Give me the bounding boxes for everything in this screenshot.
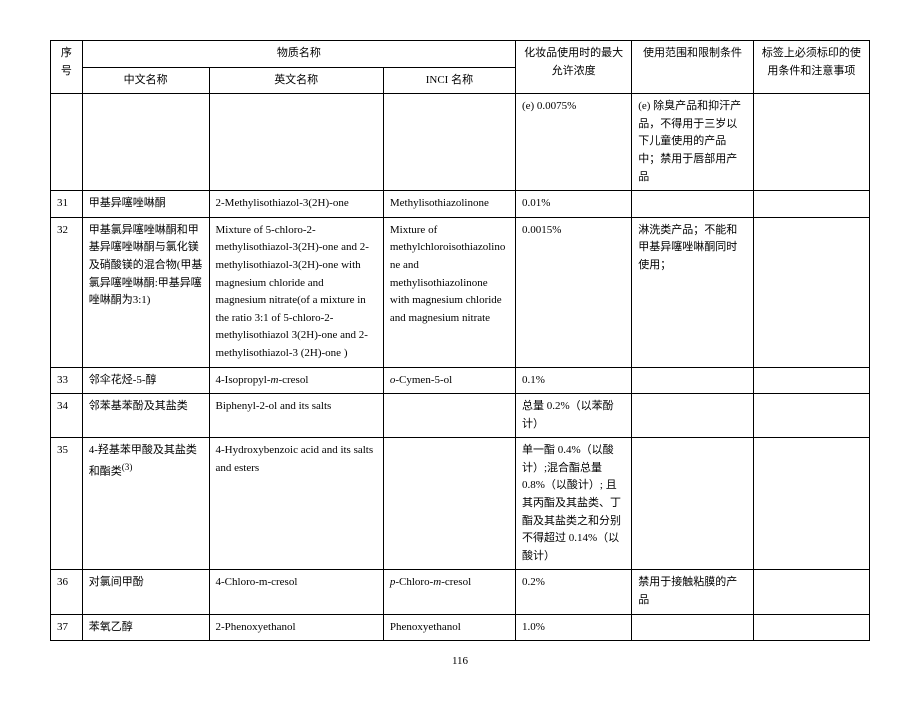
cell-conc: 0.1% [515, 367, 631, 394]
cell-en: 4-Isopropyl-m-cresol [209, 367, 383, 394]
table-row: 36 对氯间甲酚 4-Chloro-m-cresol p-Chloro-m-cr… [51, 570, 870, 614]
header-conc: 化妆品使用时的最大允许浓度 [515, 41, 631, 94]
header-seq: 序号 [51, 41, 83, 94]
cell-seq: 36 [51, 570, 83, 614]
table-row: 32 甲基氯异噻唑啉酮和甲基异噻唑啉酮与氯化镁及硝酸镁的混合物(甲基氯异噻唑啉酮… [51, 217, 870, 367]
cell-scope: 禁用于接触粘膜的产品 [632, 570, 754, 614]
cell-en: 2-Methylisothiazol-3(2H)-one [209, 191, 383, 218]
cell-conc: (e) 0.0075% [515, 94, 631, 191]
cell-inci: Phenoxyethanol [383, 614, 515, 641]
header-label: 标签上必须标印的使用条件和注意事项 [753, 41, 869, 94]
header-inci: INCI 名称 [383, 67, 515, 94]
cell-seq: 32 [51, 217, 83, 367]
header-scope: 使用范围和限制条件 [632, 41, 754, 94]
cell-cn: 甲基异噻唑啉酮 [82, 191, 209, 218]
cell-en: 4-Chloro-m-cresol [209, 570, 383, 614]
cell-seq: 31 [51, 191, 83, 218]
table-row: 33 邻伞花烃-5-醇 4-Isopropyl-m-cresol o-Cymen… [51, 367, 870, 394]
table-row: (e) 0.0075% (e) 除臭产品和抑汗产品，不得用于三岁以下儿童使用的产… [51, 94, 870, 191]
table-row: 37 苯氧乙醇 2-Phenoxyethanol Phenoxyethanol … [51, 614, 870, 641]
cell-cn: 对氯间甲酚 [82, 570, 209, 614]
cell-cn: 甲基氯异噻唑啉酮和甲基异噻唑啉酮与氯化镁及硝酸镁的混合物(甲基氯异噻唑啉酮:甲基… [82, 217, 209, 367]
cell-cn: 邻苯基苯酚及其盐类 [82, 394, 209, 438]
cell-inci: Methylisothiazolinone [383, 191, 515, 218]
cell-conc: 0.01% [515, 191, 631, 218]
header-name-group: 物质名称 [82, 41, 515, 68]
cell-conc: 0.0015% [515, 217, 631, 367]
cell-conc: 总量 0.2%（以苯酚计） [515, 394, 631, 438]
cell-seq: 34 [51, 394, 83, 438]
cell-cn: 4-羟基苯甲酸及其盐类和酯类(3) [82, 438, 209, 570]
cell-en: Biphenyl-2-ol and its salts [209, 394, 383, 438]
cell-scope: (e) 除臭产品和抑汗产品，不得用于三岁以下儿童使用的产品中；禁用于唇部用产品 [632, 94, 754, 191]
table-row: 35 4-羟基苯甲酸及其盐类和酯类(3) 4-Hydroxybenzoic ac… [51, 438, 870, 570]
cell-en: 2-Phenoxyethanol [209, 614, 383, 641]
preservatives-table: 序号 物质名称 化妆品使用时的最大允许浓度 使用范围和限制条件 标签上必须标印的… [50, 40, 870, 641]
cell-inci: o-Cymen-5-ol [383, 367, 515, 394]
cell-seq: 37 [51, 614, 83, 641]
cell-conc: 单一酯 0.4%（以酸计）;混合酯总量 0.8%（以酸计）; 且其丙酯及其盐类、… [515, 438, 631, 570]
page-number: 116 [50, 655, 870, 667]
cell-seq: 35 [51, 438, 83, 570]
cell-inci: Mixture of methylchloroisothiazolinone a… [383, 217, 515, 367]
cell-conc: 1.0% [515, 614, 631, 641]
cell-cn: 苯氧乙醇 [82, 614, 209, 641]
cell-en: 4-Hydroxybenzoic acid and its salts and … [209, 438, 383, 570]
cell-cn: 邻伞花烃-5-醇 [82, 367, 209, 394]
table-row: 34 邻苯基苯酚及其盐类 Biphenyl-2-ol and its salts… [51, 394, 870, 438]
cell-en: Mixture of 5-chloro-2-methylisothiazol-3… [209, 217, 383, 367]
cell-conc: 0.2% [515, 570, 631, 614]
table-row: 31 甲基异噻唑啉酮 2-Methylisothiazol-3(2H)-one … [51, 191, 870, 218]
header-cn: 中文名称 [82, 67, 209, 94]
cell-scope: 淋洗类产品；不能和甲基异噻唑啉酮同时使用； [632, 217, 754, 367]
header-en: 英文名称 [209, 67, 383, 94]
cell-inci: p-Chloro-m-cresol [383, 570, 515, 614]
cell-seq: 33 [51, 367, 83, 394]
